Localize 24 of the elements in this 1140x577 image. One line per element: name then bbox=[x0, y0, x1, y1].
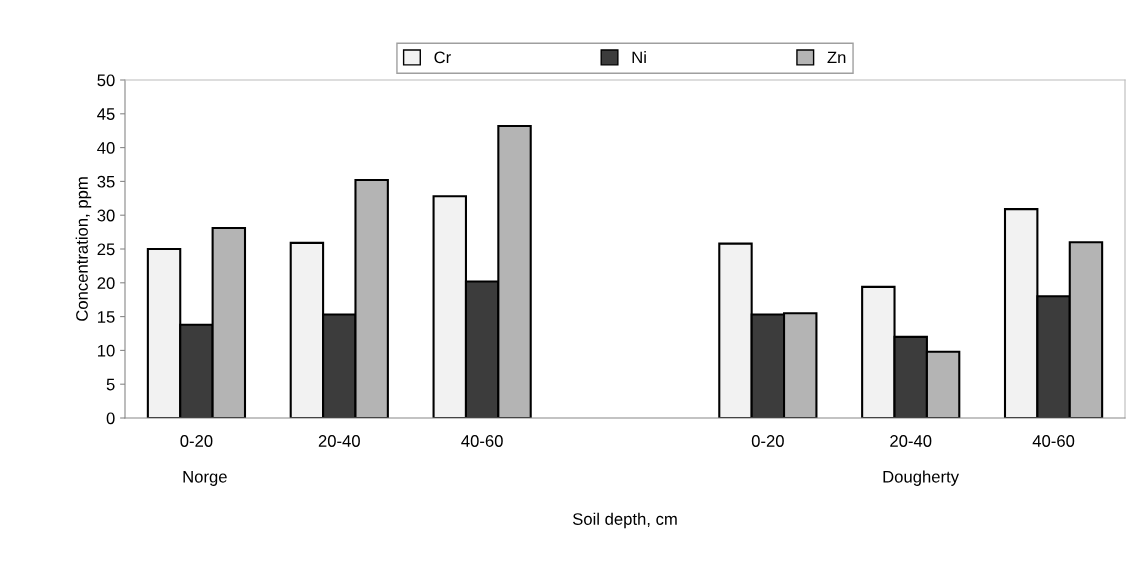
y-tick-label: 0 bbox=[106, 412, 115, 425]
legend-label: Ni bbox=[632, 51, 646, 64]
x-tick-label: 20-40 bbox=[890, 435, 932, 447]
x-tick-label: 20-40 bbox=[318, 435, 360, 447]
x-tick-label: 0-20 bbox=[751, 435, 784, 447]
y-axis-title: Concentration, ppm bbox=[75, 177, 92, 321]
y-tick-label: 5 bbox=[106, 378, 115, 391]
x-axis-title: Soil depth, cm bbox=[572, 512, 677, 529]
y-tick-label: 10 bbox=[98, 344, 115, 357]
y-tick-label: 40 bbox=[97, 142, 115, 154]
y-tick-label: 50 bbox=[97, 74, 115, 87]
y-tick-label: 35 bbox=[97, 175, 115, 188]
text: Dougherty bbox=[883, 470, 960, 486]
y-tick-label: 15 bbox=[98, 311, 115, 323]
x-tick-label: 40-60 bbox=[1032, 435, 1075, 447]
y-tick-label: 25 bbox=[97, 243, 115, 256]
x-tick-label: 0-20 bbox=[180, 435, 213, 447]
y-tick-label: 20 bbox=[97, 277, 115, 289]
legend-label: Zn bbox=[827, 51, 846, 64]
x-tick-label: 40-60 bbox=[461, 435, 503, 447]
text: Norge bbox=[183, 471, 227, 486]
y-tick-label: 30 bbox=[97, 209, 115, 222]
y-tick-label: 45 bbox=[97, 108, 115, 120]
legend-label: Cr bbox=[434, 51, 451, 64]
